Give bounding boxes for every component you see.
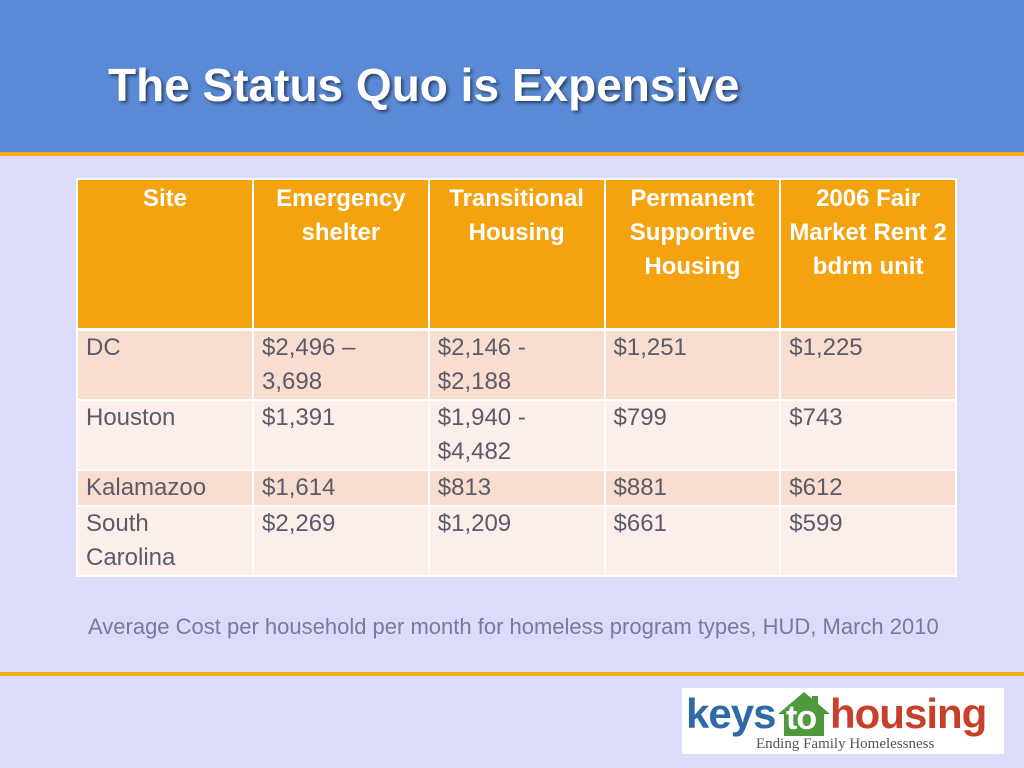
table-cell: $612 [779,469,957,507]
table-cell: $813 [427,469,606,507]
source-caption: Average Cost per household per month for… [88,614,939,639]
table-cell: $1,209 [427,505,606,577]
table-row: DC $2,496 – 3,698 $2,146 - $2,188 $1,251… [76,328,957,401]
table-cell: $799 [603,399,782,471]
logo-word-to: to [786,699,817,737]
table-header-row: Site Emergency shelter Transitional Hous… [76,178,957,331]
house-icon [778,692,830,736]
table-cell: $2,146 - $2,188 [427,328,606,401]
cost-table: Site Emergency shelter Transitional Hous… [76,178,957,577]
footer-divider [0,672,1024,676]
logo-word-housing: housing [830,690,987,737]
table-cell: $2,496 – 3,698 [252,328,430,401]
table-cell: Houston [76,399,254,471]
header-transitional-housing: Transitional Housing [427,178,606,331]
table-cell: $1,614 [252,469,430,507]
keys-to-housing-logo: keys to housing Ending Family Homelessne… [682,688,1004,754]
table-cell: $1,940 - $4,482 [427,399,606,471]
slide-title: The Status Quo is Expensive [108,59,740,111]
logo-tagline: Ending Family Homelessness [756,736,935,752]
table-cell: $1,391 [252,399,430,471]
table-cell: Kalamazoo [76,469,254,507]
header-permanent-supportive-housing: Permanent Supportive Housing [603,178,782,331]
table-row: South Carolina $2,269 $1,209 $661 $599 [76,505,957,577]
table-row: Houston $1,391 $1,940 - $4,482 $799 $743 [76,399,957,471]
header-divider [0,152,1024,156]
table-cell: $1,251 [603,328,782,401]
table-cell: DC [76,328,254,401]
logo-word-keys: keys [686,690,776,737]
header-emergency-shelter: Emergency shelter [252,178,430,331]
table-row: Kalamazoo $1,614 $813 $881 $612 [76,469,957,507]
table-cell: $743 [779,399,957,471]
table-cell: $599 [779,505,957,577]
table-cell: $661 [603,505,782,577]
table-cell: $1,225 [779,328,957,401]
header-site: Site [76,178,254,331]
title-banner [0,0,1024,152]
header-fair-market-rent: 2006 Fair Market Rent 2 bdrm unit [779,178,957,331]
table-cell: $2,269 [252,505,430,577]
table-cell: $881 [603,469,782,507]
table-cell: South Carolina [76,505,254,577]
